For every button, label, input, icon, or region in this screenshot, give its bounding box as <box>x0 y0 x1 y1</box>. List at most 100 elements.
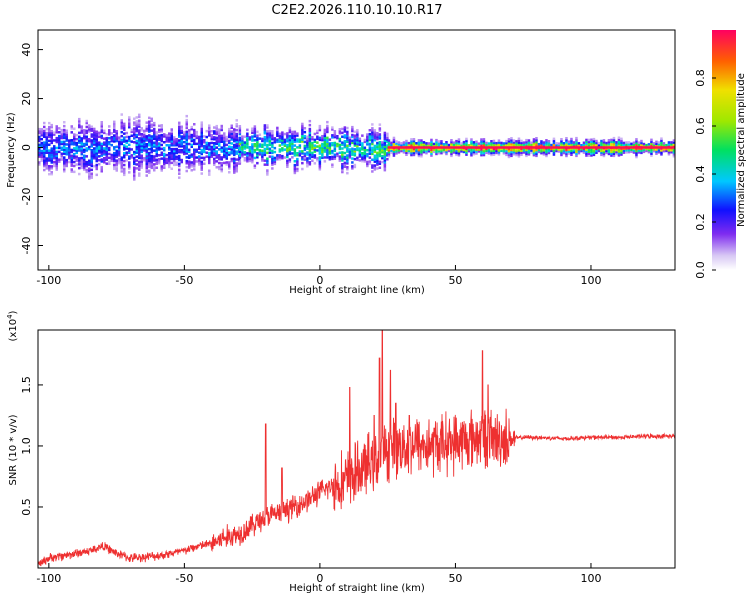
heatmap-cell <box>178 156 181 160</box>
heatmap-cell <box>373 160 377 163</box>
heatmap-cell <box>323 134 327 138</box>
heatmap-cell <box>530 149 533 152</box>
heatmap-cell <box>63 146 66 149</box>
heatmap-cell <box>400 143 403 147</box>
heatmap-cell <box>43 141 46 144</box>
heatmap-cell <box>492 151 496 154</box>
heatmap-cell <box>351 129 354 133</box>
heatmap-cell <box>190 155 193 158</box>
heatmap-cell <box>371 158 374 161</box>
heatmap-cell <box>487 142 491 145</box>
heatmap-cell <box>308 131 312 135</box>
heatmap-cell <box>328 150 332 153</box>
heatmap-cell <box>148 122 151 125</box>
heatmap-cell <box>620 143 623 146</box>
heatmap-cell <box>63 166 66 169</box>
heatmap-cell <box>93 141 96 144</box>
heatmap-cell <box>575 152 578 156</box>
heatmap-cell <box>228 147 231 150</box>
heatmap-cell <box>103 161 106 164</box>
heatmap-cell <box>145 146 148 150</box>
heatmap-cell <box>105 146 108 150</box>
heatmap-cell <box>253 133 257 136</box>
heatmap-cell <box>193 162 196 165</box>
heatmap-cell <box>505 153 508 157</box>
heatmap-cell <box>193 128 196 132</box>
heatmap-cell <box>371 134 374 138</box>
heatmap-cell <box>160 169 163 172</box>
heatmap-cell <box>246 136 249 139</box>
heatmap-cell <box>133 117 136 120</box>
heatmap-cell <box>150 149 153 152</box>
heatmap-cell <box>266 147 269 151</box>
heatmap-cell <box>286 145 289 149</box>
heatmap-cell <box>45 167 48 170</box>
heatmap-cell <box>205 129 208 133</box>
heatmap-cell <box>535 144 538 148</box>
heatmap-cell <box>38 163 41 166</box>
heatmap-cell <box>238 148 242 151</box>
heatmap-cell <box>50 137 53 141</box>
heatmap-cell <box>346 140 349 143</box>
heatmap-cell <box>85 147 88 150</box>
heatmap-cell <box>213 159 216 163</box>
heatmap-cell <box>537 148 541 152</box>
heatmap-cell <box>168 155 171 159</box>
heatmap-cell <box>53 154 56 158</box>
heatmap-cell <box>195 160 198 163</box>
heatmap-cell <box>475 148 478 151</box>
heatmap-cell <box>138 172 141 175</box>
heatmap-cell <box>346 146 349 149</box>
heatmap-cell <box>248 159 252 163</box>
heatmap-cell <box>70 154 73 158</box>
heatmap-cell <box>185 124 188 128</box>
heatmap-cell <box>175 147 178 151</box>
heatmap-cell <box>266 130 269 133</box>
heatmap-cell <box>88 139 91 143</box>
heatmap-cell <box>118 160 121 163</box>
heatmap-cell <box>80 143 83 146</box>
heatmap-cell <box>328 142 332 145</box>
heatmap-cell <box>316 145 319 148</box>
heatmap-cell <box>100 152 103 155</box>
heatmap-cell <box>133 150 136 154</box>
heatmap-cell <box>140 156 143 159</box>
heatmap-cell <box>271 157 274 160</box>
x-tick-label: -100 <box>36 572 61 585</box>
heatmap-cell <box>130 140 133 143</box>
heatmap-cell <box>200 172 203 175</box>
heatmap-cell <box>627 141 631 144</box>
heatmap-cell <box>98 141 101 144</box>
heatmap-cell <box>183 148 186 152</box>
heatmap-cell <box>118 158 121 161</box>
heatmap-cell <box>205 147 208 150</box>
heatmap-cell <box>235 140 238 144</box>
heatmap-cell <box>100 123 103 126</box>
heatmap-cell <box>93 151 96 154</box>
heatmap-cell <box>545 139 548 142</box>
heatmap-cell <box>160 124 163 127</box>
heatmap-cell <box>113 134 116 137</box>
heatmap-cell <box>48 129 51 133</box>
heatmap-cell <box>268 137 272 141</box>
heatmap-cell <box>60 140 63 144</box>
heatmap-cell <box>40 153 43 157</box>
heatmap-cell <box>188 154 191 157</box>
heatmap-cell <box>311 137 314 141</box>
heatmap-cell <box>150 117 153 121</box>
heatmap-cell <box>288 160 292 163</box>
heatmap-cell <box>472 143 476 146</box>
heatmap-cell <box>70 148 73 152</box>
heatmap-cell <box>143 149 146 152</box>
heatmap-cell <box>241 143 244 146</box>
heatmap-cell <box>261 153 264 156</box>
heatmap-cell <box>635 147 638 151</box>
heatmap-cell <box>203 135 206 138</box>
heatmap-cell <box>306 165 309 168</box>
heatmap-cell <box>173 163 176 167</box>
heatmap-cell <box>38 151 41 154</box>
heatmap-cell <box>215 150 218 153</box>
heatmap-cell <box>371 166 374 169</box>
heatmap-cell <box>133 160 136 164</box>
heatmap-cell <box>505 139 508 143</box>
